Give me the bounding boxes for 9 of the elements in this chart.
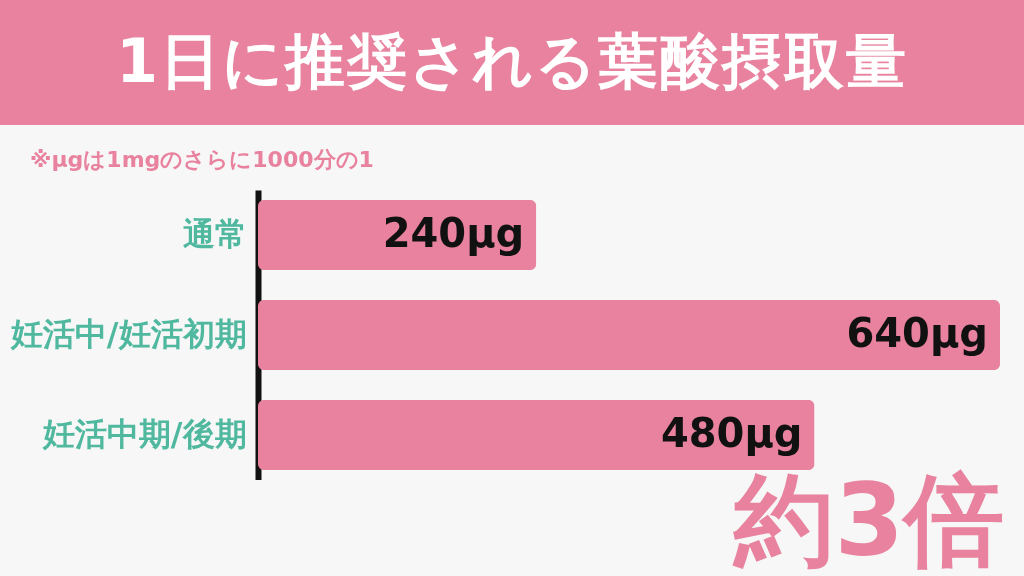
y-tick-label: 妊活中/妊活初期 bbox=[9, 315, 247, 353]
y-tick-label: 妊活中期/後期 bbox=[41, 415, 247, 453]
data-label: 240μg bbox=[382, 210, 525, 256]
y-tick-label: 通常 bbox=[182, 215, 247, 253]
text: ※μgは1mgのさらに1000分の1 bbox=[30, 146, 374, 174]
data-label: 480μg bbox=[660, 410, 803, 456]
data-label: 640μg bbox=[846, 310, 988, 356]
annotation: 約3倍 bbox=[734, 462, 1004, 576]
chart-title: 1日に推奨される葉酸摂取量 bbox=[0, 0, 1024, 125]
